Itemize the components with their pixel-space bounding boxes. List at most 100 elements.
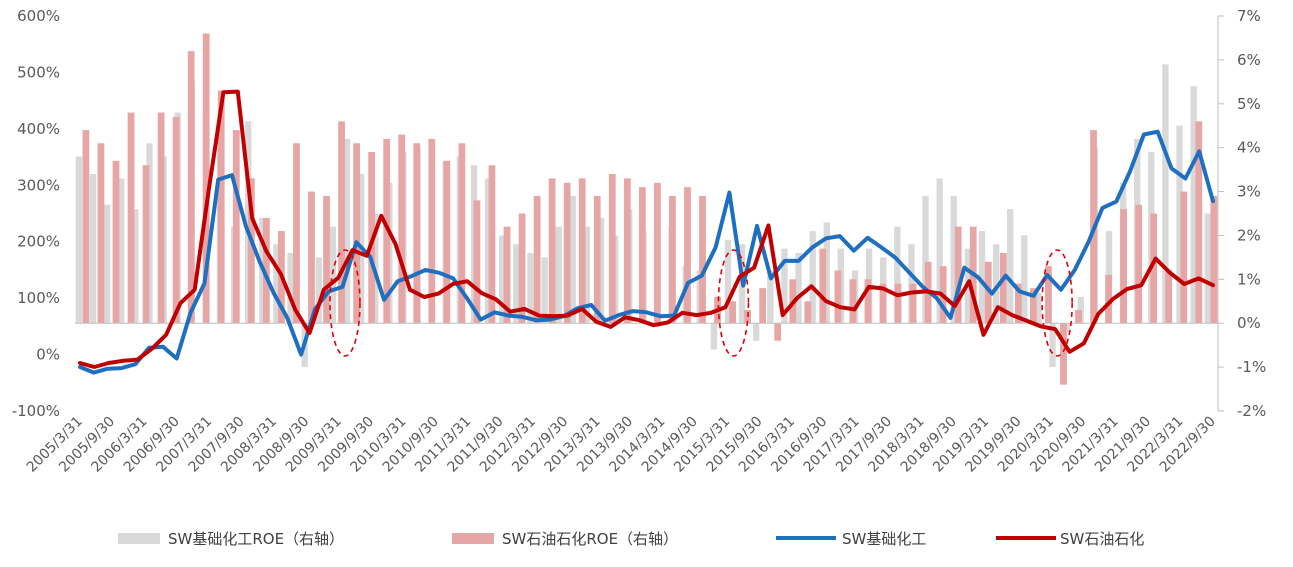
- bar-basic-chem-roe: [992, 244, 1000, 324]
- bar-petro-roe: [1030, 288, 1037, 324]
- bar-petro-roe: [1075, 310, 1082, 324]
- bar-basic-chem-roe: [132, 209, 139, 324]
- bar-basic-chem-roe: [513, 244, 520, 324]
- bar-petro-roe: [849, 279, 857, 324]
- bar-basic-chem-roe: [569, 195, 576, 324]
- bar-petro-roe: [729, 301, 736, 324]
- bar-basic-chem-roe: [343, 138, 351, 324]
- bar-basic-chem-roe: [710, 323, 718, 350]
- bar-petro-roe: [954, 226, 962, 324]
- bar-petro-roe: [127, 112, 135, 324]
- x-axis: 2005/3/312005/9/302006/3/312006/9/302007…: [24, 414, 1219, 476]
- bar-petro-roe: [142, 165, 150, 324]
- y-left-tick: 200%: [17, 233, 60, 251]
- legend-label-petro: SW石油石化: [1060, 530, 1144, 548]
- bar-petro-roe: [217, 90, 225, 324]
- bar-basic-chem-roe: [583, 226, 591, 324]
- bar-basic-chem-roe: [315, 257, 322, 324]
- bar-petro-roe: [503, 226, 511, 324]
- bar-petro-roe: [684, 187, 691, 324]
- y-left-tick: 500%: [17, 63, 60, 81]
- annotation-ellipses: [329, 249, 1073, 357]
- bar-basic-chem-roe: [1162, 64, 1169, 324]
- bar-petro-roe: [894, 283, 902, 324]
- bar-petro-roe: [578, 178, 586, 324]
- bar-petro-roe: [774, 323, 782, 341]
- bar-petro-roe: [593, 195, 601, 324]
- bar-basic-chem-roe: [499, 235, 506, 324]
- bar-petro-roe: [804, 301, 812, 324]
- bar-petro-roe: [1165, 270, 1173, 324]
- y-right-tick: 2%: [1237, 226, 1261, 244]
- bar-basic-chem-roe: [781, 248, 788, 324]
- bar-petro-roe: [1210, 195, 1218, 324]
- y-left-tick: 400%: [17, 120, 60, 138]
- bar-petro-roe: [759, 288, 767, 324]
- y-right-tick: 7%: [1237, 7, 1261, 25]
- bar-petro-roe: [112, 160, 120, 324]
- legend-label-basic-chem-roe: SW基础化工ROE（右轴）: [168, 530, 344, 548]
- bar-basic-chem-roe: [1007, 209, 1014, 324]
- bar-petro-roe: [999, 253, 1007, 324]
- bar-petro-roe: [157, 112, 165, 324]
- bar-petro-roe: [1045, 266, 1052, 324]
- y-left-tick: 300%: [17, 176, 60, 194]
- bar-basic-chem-roe: [922, 195, 929, 324]
- y-axis-right: 7% 6% 5% 4% 3% 2% 1% 0% -1% -2%: [1217, 7, 1266, 420]
- bar-petro-roe: [413, 143, 421, 324]
- bar-petro-roe: [1060, 323, 1067, 385]
- bar-basic-chem-roe: [1021, 235, 1028, 324]
- bar-basic-chem-roe: [555, 226, 562, 324]
- y-right-tick: 4%: [1237, 139, 1261, 157]
- y-right-tick: -1%: [1237, 358, 1266, 376]
- bar-basic-chem-roe: [795, 253, 802, 324]
- bar-basic-chem-roe: [753, 323, 760, 341]
- y-right-tick: -2%: [1237, 402, 1266, 420]
- bar-petro-roe: [338, 121, 345, 324]
- bar-basic-chem-roe: [894, 226, 901, 324]
- line-petro: [78, 89, 1215, 369]
- bar-petro-roe: [97, 143, 105, 324]
- bar-petro-roe: [187, 51, 195, 324]
- annotation-ellipse: [1041, 249, 1073, 357]
- bar-petro-roe: [308, 191, 315, 324]
- y-left-tick: -100%: [12, 402, 60, 420]
- bar-petro-roe: [473, 200, 481, 324]
- bar-basic-chem-roe: [1176, 125, 1183, 324]
- legend: SW基础化工ROE（右轴） SW石油石化ROE（右轴） SW基础化工 SW石油石…: [118, 530, 1144, 548]
- bar-petro-roe: [879, 283, 887, 324]
- bar-petro-roe: [1135, 204, 1143, 324]
- bar-petro-roe: [82, 130, 90, 324]
- bar-petro-roe: [1105, 274, 1112, 324]
- legend-swatch-basic-chem-roe: [118, 533, 160, 544]
- bar-petro-roe: [638, 187, 646, 324]
- bar-basic-chem-roe: [484, 178, 492, 324]
- bar-petro-roe: [1180, 191, 1188, 324]
- bar-petro-roe: [984, 261, 992, 324]
- bar-basic-chem-roe: [724, 239, 732, 324]
- y-left-tick: 100%: [17, 289, 60, 307]
- bar-petro-roe: [819, 248, 827, 324]
- bar-petro-roe: [458, 143, 466, 324]
- legend-label-basic-chem: SW基础化工: [842, 530, 926, 548]
- bar-basic-chem-roe: [329, 226, 337, 324]
- bar-petro-roe: [202, 33, 210, 324]
- bar-petro-roe: [353, 143, 360, 324]
- y-right-tick: 1%: [1237, 270, 1261, 288]
- bar-petro-roe: [563, 182, 571, 324]
- bar-basic-chem-roe: [1049, 323, 1056, 368]
- bar-petro-roe: [428, 138, 436, 324]
- bar-basic-chem-roe: [823, 222, 830, 324]
- bar-petro-roe: [533, 195, 541, 324]
- bar-basic-chem-roe: [118, 178, 125, 324]
- bar-petro-roe: [232, 130, 240, 324]
- bar-petro-roe: [548, 178, 556, 324]
- bar-basic-chem-roe: [597, 217, 605, 324]
- bar-basic-chem-roe: [273, 244, 280, 324]
- bar-basic-chem-roe: [936, 178, 943, 324]
- bar-petro-roe: [488, 165, 496, 324]
- bar-basic-chem-roe: [75, 156, 83, 324]
- bar-petro-roe: [398, 134, 406, 324]
